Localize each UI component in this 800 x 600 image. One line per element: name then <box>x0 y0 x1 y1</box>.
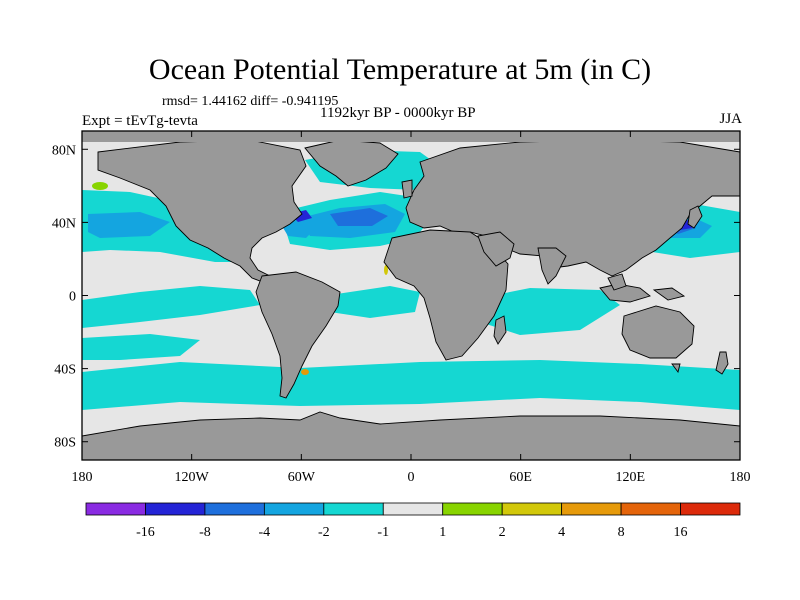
colorbar-label: -16 <box>136 525 155 540</box>
lat-axis: 80N 40N 0 40S 80S <box>52 143 740 451</box>
warm-spot-2 <box>92 182 108 190</box>
colorbar-bin <box>561 502 622 516</box>
south-america <box>255 271 341 399</box>
colorbar-label: 2 <box>499 525 506 540</box>
lon-tick-label: 0 <box>408 470 415 485</box>
eurasia <box>405 139 740 277</box>
lat-tick-label: 0 <box>69 290 76 305</box>
lat-tick-label: 40S <box>54 363 76 378</box>
southern-ocean-band <box>82 360 740 410</box>
borneo <box>607 273 627 291</box>
colorbar-bin <box>382 502 444 516</box>
colorbar-label: 4 <box>558 525 565 540</box>
colorbar-bin <box>620 502 681 516</box>
lon-tick-label: 60W <box>288 470 316 485</box>
colorbar-bin <box>680 502 741 516</box>
tasmania <box>671 363 681 374</box>
lon-tick-label: 120W <box>175 470 210 485</box>
equatorial-atlantic-band <box>330 286 420 318</box>
lat-tick-label: 80N <box>52 143 76 158</box>
colorbar-label: -4 <box>259 525 271 540</box>
indian-ocean-band <box>470 288 620 335</box>
warm-spot-4 <box>384 265 388 275</box>
lon-tick-label: 60E <box>509 470 532 485</box>
equatorial-pacific-band <box>82 286 260 328</box>
india <box>537 247 567 285</box>
north-america <box>97 139 307 285</box>
season-label: JJA <box>719 111 742 127</box>
south-pacific-patch <box>82 334 200 360</box>
uk <box>401 179 413 199</box>
north-pacific-core <box>88 212 170 238</box>
antarctica <box>82 411 740 460</box>
lon-tick-label: 180 <box>730 470 751 485</box>
colorbar-labels: -16 -8 -4 -2 -1 1 2 4 8 16 <box>136 525 687 540</box>
colorbar-label: -8 <box>199 525 211 540</box>
colorbar-label: 1 <box>439 525 446 540</box>
map-field <box>82 131 740 460</box>
colorbar-bin <box>145 502 206 516</box>
japan <box>687 205 703 229</box>
map-title: Ocean Potential Temperature at 5m (in C) <box>148 53 652 86</box>
colorbar-bin <box>85 502 146 516</box>
colorbar-bin <box>442 502 503 516</box>
new-zealand <box>715 351 729 375</box>
period-label: 1192kyr BP - 0000kyr BP <box>320 105 476 121</box>
colorbar-label: 8 <box>618 525 625 540</box>
australia <box>621 305 695 359</box>
new-guinea <box>652 287 686 301</box>
arabia <box>477 231 515 267</box>
colorbar-bin <box>263 502 325 516</box>
lat-tick-label: 80S <box>54 436 76 451</box>
lon-tick-label: 180 <box>72 470 93 485</box>
colorbar-label: 16 <box>674 525 688 540</box>
colorbar-bin <box>501 502 563 516</box>
lat-tick-label: 40N <box>52 216 76 231</box>
experiment-label: Expt = tEvTg-tevta <box>82 113 198 129</box>
lon-tick-label: 120E <box>616 470 646 485</box>
atlantic-strong <box>330 208 388 226</box>
colorbar-label: -2 <box>318 525 330 540</box>
colorbar-bin <box>323 502 384 516</box>
stats-line: rmsd= 1.44162 diff= -0.941195 <box>162 94 339 109</box>
land-masses <box>82 139 740 460</box>
madagascar <box>493 315 507 345</box>
warm-spot-5 <box>301 369 309 375</box>
colorbar-bin <box>204 502 265 516</box>
lon-axis: 180 120W 60W 0 60E 120E 180 <box>72 131 751 485</box>
colorbar-label: -1 <box>377 525 389 540</box>
colorbar <box>85 502 741 516</box>
